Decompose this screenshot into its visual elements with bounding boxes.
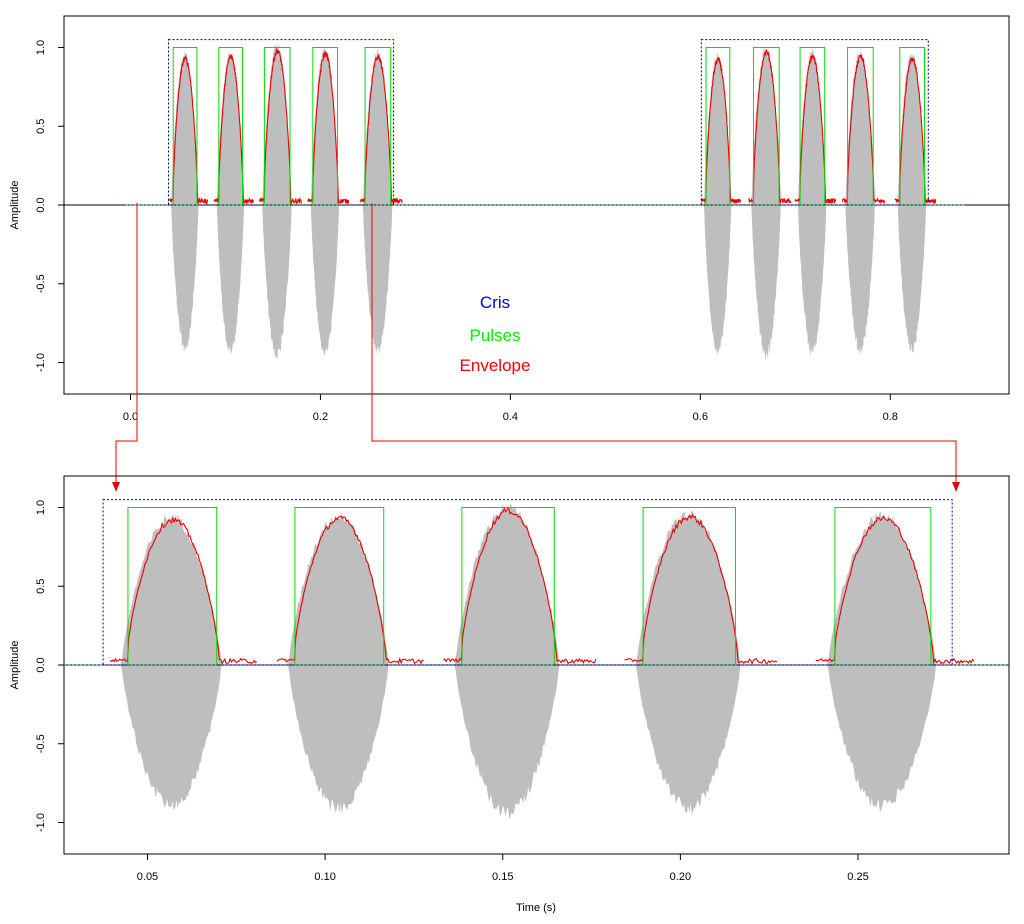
y-tick-label: 0.5 (35, 119, 47, 134)
pulse-box (364, 47, 392, 206)
x-tick-label: 0.6 (693, 411, 708, 423)
overview-panel: -1.0 -0.5 0.0 0.5 1.0 0.0 0.2 0.4 0.6 0.8 Amplitu… (9, 15, 1010, 423)
envelope-line (259, 48, 303, 205)
y-tick-label: -0.5 (35, 734, 47, 753)
y-tick-label: 0.0 (35, 657, 47, 672)
pulse-box (753, 47, 780, 206)
envelope-line (109, 515, 258, 665)
x-tick-label: 0.25 (847, 871, 868, 883)
x-axis-title: Time (s) (516, 902, 556, 914)
waveform-syllable (844, 51, 878, 354)
y-tick-label: 0.5 (35, 579, 47, 594)
pulse-box (127, 507, 218, 666)
envelope-line (624, 513, 778, 665)
x-tick-label: 0.20 (670, 871, 691, 883)
waveform-syllable (216, 52, 247, 355)
envelope-line (307, 51, 350, 205)
y-tick-label: -1.0 (35, 813, 47, 832)
x-tick-label: 0.8 (883, 411, 898, 423)
waveform-syllable (309, 47, 342, 356)
zoom-connectors (112, 203, 960, 492)
legend-entry-envelope: Envelope (460, 356, 531, 375)
waveform-syllable (896, 54, 929, 353)
x-tick-label: 0.4 (503, 411, 518, 423)
pulse-box (705, 47, 731, 206)
legend-entry-cris: Cris (480, 293, 510, 312)
zoom-panel: -1.0 -0.5 0.0 0.5 1.0 0.05 0.10 0.15 0.20 0.25 Am… (9, 475, 1010, 914)
y-tick-label: 1.0 (35, 500, 47, 515)
y-tick-label: 1.0 (35, 40, 47, 55)
x-tick-label: 0.0 (123, 411, 138, 423)
waveform-syllable (284, 514, 400, 813)
y-tick-label: 0.0 (35, 197, 47, 212)
envelope-line (213, 53, 254, 205)
pulse-box (172, 47, 198, 206)
zoom-arrowhead-left (112, 482, 120, 492)
x-tick-label: 0.10 (314, 871, 335, 883)
pulse-box (294, 507, 385, 666)
envelope-line (168, 55, 209, 205)
envelope-line (747, 48, 792, 204)
envelope-line (815, 515, 975, 665)
cri-box (700, 39, 929, 206)
zoom-arrowhead-right (952, 482, 960, 492)
pulse-box (834, 507, 932, 666)
envelope-line (841, 54, 886, 205)
zoom-connector-right (371, 203, 957, 482)
legend-entry-pulses: Pulses (469, 326, 520, 345)
cri-box (102, 499, 953, 666)
y-axis-title: Amplitude (9, 641, 21, 690)
y-tick-label: -1.0 (35, 353, 47, 372)
waveform-syllable (450, 502, 571, 819)
envelope-line (894, 57, 937, 205)
x-tick-label: 0.2 (313, 411, 328, 423)
y-tick-label: -0.5 (35, 274, 47, 293)
zoom-connector-left (115, 203, 138, 482)
envelope-line (276, 515, 424, 665)
envelope-line (794, 54, 837, 205)
envelope-line (443, 506, 597, 665)
y-axis-title: Amplitude (9, 181, 21, 230)
pulse-box (461, 507, 555, 666)
envelope-line (359, 54, 403, 204)
x-tick-label: 0.15 (492, 871, 513, 883)
cri-box (167, 39, 395, 206)
legend: Cris Pulses Envelope (460, 293, 531, 375)
pulse-box (312, 47, 339, 206)
waveform-syllable (117, 514, 233, 811)
x-tick-label: 0.05 (137, 871, 158, 883)
envelope-line (700, 56, 742, 204)
pulse-box (263, 47, 291, 206)
waveform-syllable (823, 511, 949, 813)
waveform-syllable (632, 510, 753, 814)
